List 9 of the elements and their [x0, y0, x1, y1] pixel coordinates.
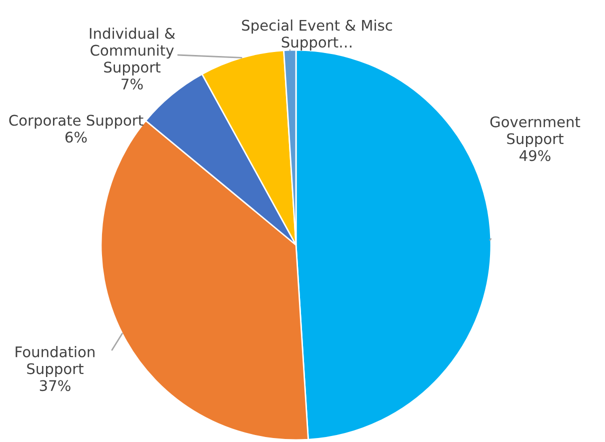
slice-label: Corporate Support	[9, 114, 144, 129]
data-label: 7%	[122, 78, 143, 90]
slice-label: Foundation Support	[16, 346, 94, 378]
data-label: 49%	[520, 150, 550, 162]
data-label: 6%	[65, 132, 87, 143]
slice-label: Government Support	[490, 116, 580, 148]
data-label: 37%	[40, 380, 70, 392]
slice-label: Special Event & Misc Support…	[242, 20, 392, 50]
slice-label: Individual & Community Support	[90, 28, 176, 76]
